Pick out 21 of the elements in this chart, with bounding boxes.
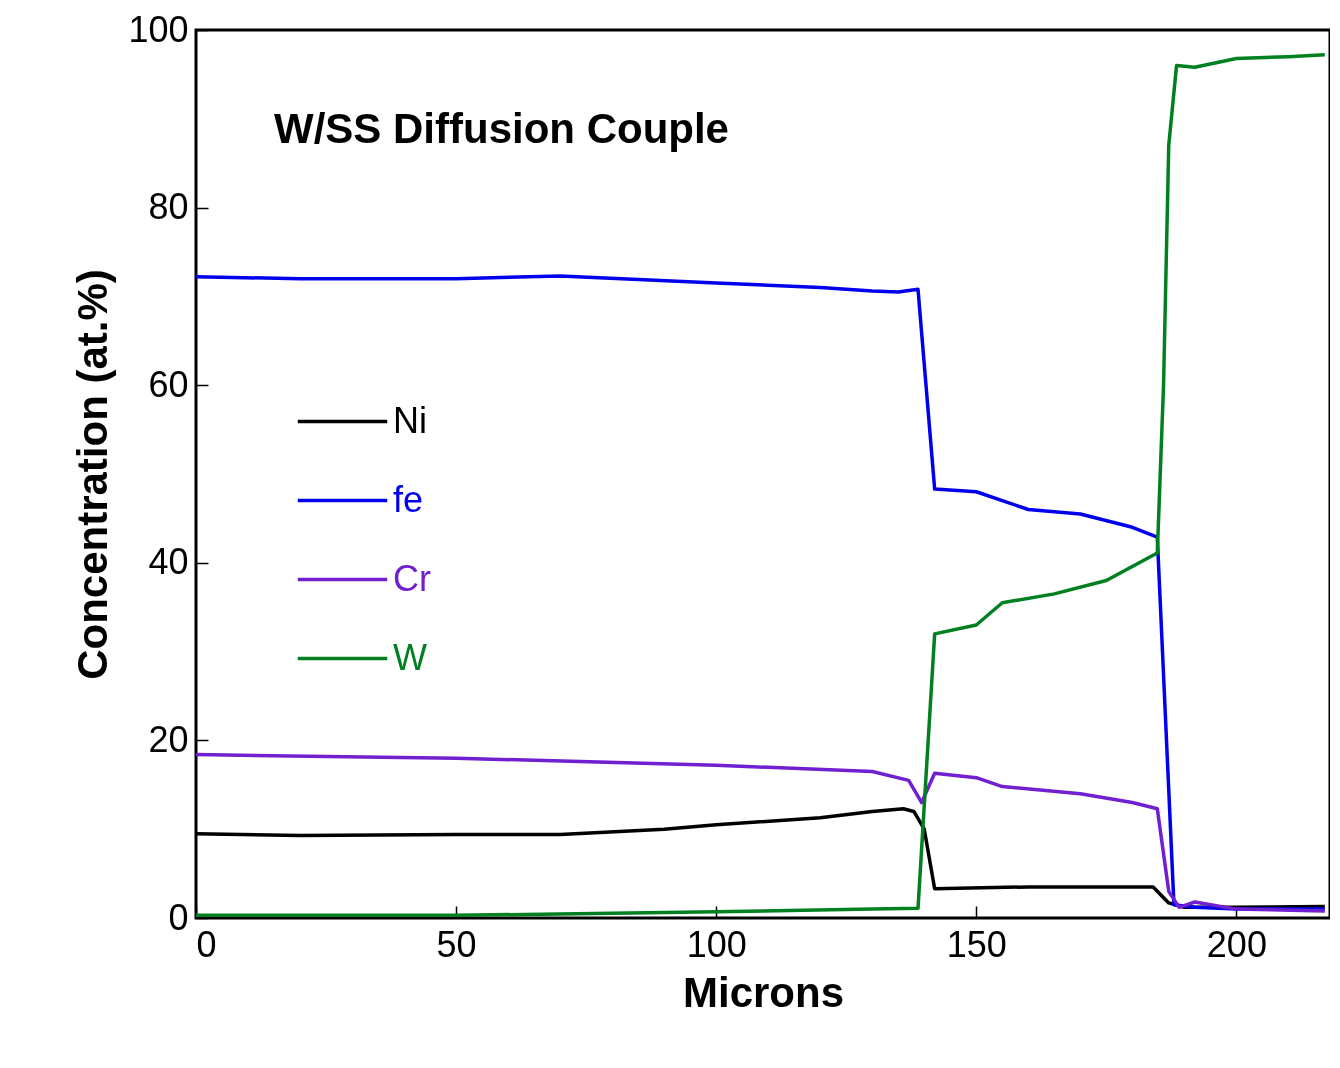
line-series bbox=[194, 752, 1327, 913]
legend-label: Cr bbox=[393, 557, 431, 599]
y-tick-label: 40 bbox=[148, 541, 189, 583]
x-tick-label: 100 bbox=[686, 923, 747, 965]
x-tick-label: 200 bbox=[1206, 923, 1267, 965]
legend-label: Ni bbox=[393, 399, 427, 441]
legend-label: fe bbox=[393, 478, 424, 520]
y-axis-title: Concentration (at.%) bbox=[69, 269, 117, 680]
x-tick-label: 50 bbox=[436, 923, 477, 965]
legend-label: W bbox=[393, 636, 427, 678]
line-series bbox=[194, 274, 1327, 911]
text: W/SS Diffusion Couple bbox=[274, 105, 729, 152]
y-tick-label: 100 bbox=[128, 8, 189, 50]
line-series bbox=[194, 53, 1327, 918]
x-axis-title: Microns bbox=[682, 968, 845, 1016]
y-tick-label: 60 bbox=[148, 363, 189, 405]
x-tick-label: 150 bbox=[946, 923, 1007, 965]
y-tick-label: 20 bbox=[148, 718, 189, 760]
y-tick-label: 80 bbox=[148, 186, 189, 228]
x-tick-label: 0 bbox=[196, 923, 217, 965]
y-tick-label: 0 bbox=[168, 896, 189, 938]
